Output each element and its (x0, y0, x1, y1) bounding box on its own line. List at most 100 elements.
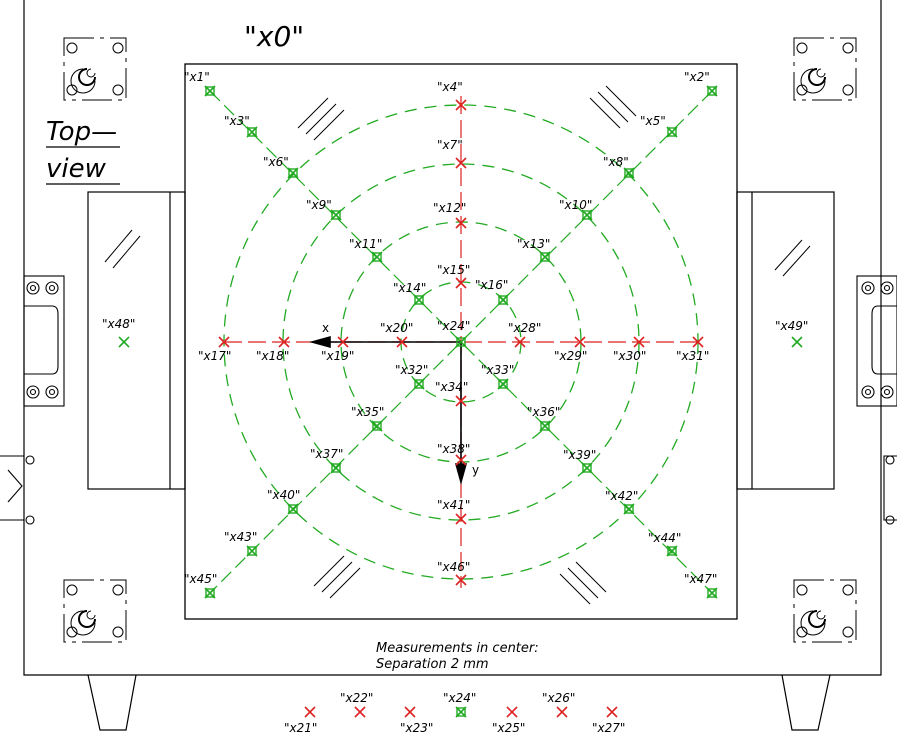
point-label: "x35" (351, 405, 384, 419)
point-label: "x9" (306, 198, 332, 212)
point-label: "x14" (393, 281, 426, 295)
measurement-point: "x37" (310, 447, 343, 474)
right-tray (736, 191, 835, 490)
marker-cross (118, 336, 130, 348)
point-label: "x17" (198, 349, 231, 363)
marker-cross (371, 251, 383, 263)
marker-cross (497, 294, 509, 306)
marker-box (331, 210, 341, 220)
marker-cross (666, 545, 678, 557)
measurement-point: "x15" (437, 263, 470, 289)
marker-box (456, 337, 466, 347)
measurement-point: "x6" (263, 155, 299, 179)
marker-box (372, 421, 382, 431)
axis-x-label: x (322, 321, 329, 335)
marker-cross (337, 336, 349, 348)
corner-mount (793, 37, 857, 101)
point-label: "x15" (437, 263, 470, 277)
point-label: "x10" (559, 198, 592, 212)
marker-cross (287, 167, 299, 179)
point-label: "x5" (640, 114, 666, 128)
point-label: "x11" (349, 237, 382, 251)
marker-cross (455, 513, 467, 525)
view-label-line1: Top— (46, 117, 117, 147)
corner-mount (63, 579, 127, 643)
marker-cross (455, 99, 467, 111)
measurement-point: "x12" (433, 201, 467, 229)
point-label: "x3" (224, 114, 250, 128)
measurement-point: "x18" (256, 336, 290, 363)
marker-cross (581, 209, 593, 221)
measurement-point: "x4" (437, 80, 467, 111)
marker-cross (218, 336, 230, 348)
point-label: "x24" (437, 319, 470, 333)
marker-cross (455, 574, 467, 586)
measurement-point: "x39" (563, 448, 596, 474)
point-label: "x33" (481, 363, 514, 377)
main-plate (184, 63, 738, 620)
corner-mount (793, 579, 857, 643)
point-label: "x29" (554, 349, 587, 363)
measurement-point: "x5" (640, 114, 678, 138)
marker-cross (606, 706, 618, 718)
measurement-point: "x9" (306, 198, 342, 221)
marker-cross (413, 294, 425, 306)
marker-cross (204, 587, 216, 599)
measurement-point: "x28" (508, 321, 541, 348)
marker-cross (666, 126, 678, 138)
point-label: "x42" (605, 489, 638, 503)
measurement-point: "x17" (198, 336, 231, 363)
point-label: "x39" (563, 448, 596, 462)
marker-box (414, 379, 424, 389)
measurement-point: "x40" (267, 488, 300, 515)
measurement-point: "x38" (437, 442, 470, 466)
marker-box (624, 504, 634, 514)
marker-cross (246, 126, 258, 138)
point-label: "x36" (527, 405, 560, 419)
drawing-title: "x0" (244, 20, 304, 53)
note-line2: Separation 2 mm (376, 657, 489, 672)
corner-mounts (63, 37, 857, 643)
marker-box (456, 707, 466, 717)
marker-cross (706, 85, 718, 97)
marker-cross (455, 277, 467, 289)
measurement-point: "x41" (437, 498, 470, 525)
marker-cross (330, 209, 342, 221)
marker-cross (497, 378, 509, 390)
marker-box (372, 252, 382, 262)
marker-cross (581, 462, 593, 474)
measurement-point: "x1" (184, 70, 216, 97)
point-label: "x49" (775, 319, 808, 333)
center-point-label: "x22" (340, 691, 373, 705)
center-points-layer: "x21" "x22" "x23" "x24" "x25" "x26" "x27" (284, 691, 625, 735)
point-label: "x1" (184, 70, 210, 84)
point-label: "x31" (676, 349, 709, 363)
point-label: "x46" (437, 560, 470, 574)
marker-cross (455, 157, 467, 169)
marker-box (288, 504, 298, 514)
marker-cross (539, 420, 551, 432)
marker-cross (330, 462, 342, 474)
marker-cross (455, 706, 467, 718)
point-label: "x45" (184, 572, 217, 586)
center-point-label: "x26" (542, 691, 575, 705)
points-layer: "x1" "x2" "x3" "x4" "x5" "x6" "x7" "x8" "x9" "x10… (102, 70, 808, 599)
center-point-label: "x27" (592, 721, 625, 735)
marker-box (707, 86, 717, 96)
measurement-point: "x7" (437, 138, 467, 169)
note-line1: Measurements in center: (376, 641, 539, 656)
marker-cross (404, 706, 416, 718)
center-point: "x21" (284, 706, 317, 735)
measurement-point: "x34" (435, 380, 468, 407)
marker-cross (354, 706, 366, 718)
view-label-line2: view (46, 154, 107, 184)
center-point-label: "x23" (400, 721, 433, 735)
point-label: "x8" (603, 155, 629, 169)
point-label: "x18" (256, 349, 289, 363)
marker-box (582, 463, 592, 473)
point-label: "x30" (613, 349, 646, 363)
point-label: "x19" (321, 349, 354, 363)
point-label: "x16" (475, 278, 508, 292)
measurement-point: "x30" (613, 336, 646, 363)
plate-hatch-marks (297, 85, 637, 605)
